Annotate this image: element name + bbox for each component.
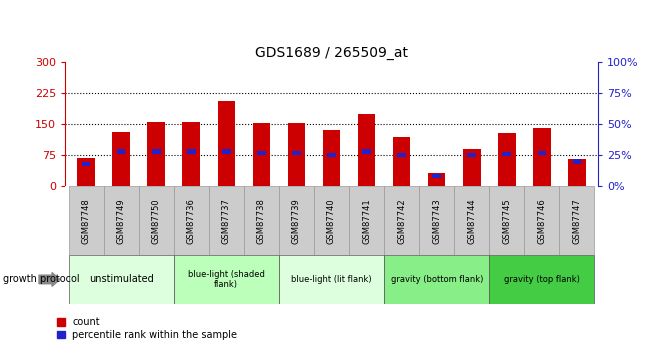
Bar — [533, 128, 551, 186]
Bar — [327, 153, 336, 157]
FancyBboxPatch shape — [244, 186, 279, 255]
Bar — [257, 151, 266, 155]
Bar — [432, 174, 441, 178]
Bar — [112, 132, 130, 186]
FancyBboxPatch shape — [489, 255, 595, 304]
Bar — [573, 159, 581, 164]
Text: unstimulated: unstimulated — [89, 275, 153, 284]
FancyBboxPatch shape — [68, 255, 174, 304]
Bar — [538, 151, 546, 155]
Text: gravity (bottom flank): gravity (bottom flank) — [391, 275, 483, 284]
FancyBboxPatch shape — [68, 186, 103, 255]
Bar — [148, 122, 165, 186]
Text: GSM87736: GSM87736 — [187, 198, 196, 244]
FancyBboxPatch shape — [560, 186, 595, 255]
Bar — [428, 173, 445, 186]
FancyBboxPatch shape — [103, 186, 138, 255]
Bar — [397, 153, 406, 157]
Bar — [362, 149, 371, 154]
Bar — [183, 122, 200, 186]
Text: GSM87746: GSM87746 — [538, 198, 547, 244]
Bar — [77, 158, 95, 186]
FancyBboxPatch shape — [419, 186, 454, 255]
Text: GSM87750: GSM87750 — [151, 198, 161, 244]
Text: blue-light (shaded
flank): blue-light (shaded flank) — [188, 270, 265, 289]
FancyBboxPatch shape — [138, 186, 174, 255]
Text: growth protocol: growth protocol — [3, 275, 80, 284]
Title: GDS1689 / 265509_at: GDS1689 / 265509_at — [255, 46, 408, 60]
FancyBboxPatch shape — [209, 186, 244, 255]
Text: GSM87738: GSM87738 — [257, 198, 266, 244]
Text: GSM87745: GSM87745 — [502, 198, 512, 244]
FancyBboxPatch shape — [454, 186, 489, 255]
Bar — [222, 149, 231, 154]
Bar — [292, 151, 301, 155]
Text: blue-light (lit flank): blue-light (lit flank) — [291, 275, 372, 284]
Bar — [117, 149, 125, 154]
FancyBboxPatch shape — [279, 255, 384, 304]
Bar — [502, 152, 511, 156]
FancyBboxPatch shape — [384, 255, 489, 304]
Bar — [463, 149, 480, 186]
FancyBboxPatch shape — [174, 186, 209, 255]
FancyBboxPatch shape — [384, 186, 419, 255]
FancyBboxPatch shape — [174, 255, 279, 304]
Text: GSM87749: GSM87749 — [116, 198, 125, 244]
Bar — [393, 137, 410, 186]
Bar — [358, 114, 375, 186]
Bar — [498, 133, 515, 186]
Text: GSM87739: GSM87739 — [292, 198, 301, 244]
FancyBboxPatch shape — [349, 186, 384, 255]
Text: GSM87748: GSM87748 — [81, 198, 90, 244]
Text: GSM87737: GSM87737 — [222, 198, 231, 244]
FancyBboxPatch shape — [525, 186, 560, 255]
Text: gravity (top flank): gravity (top flank) — [504, 275, 580, 284]
Bar — [323, 130, 340, 186]
Bar — [253, 123, 270, 186]
Text: GSM87747: GSM87747 — [573, 198, 582, 244]
Legend: count, percentile rank within the sample: count, percentile rank within the sample — [57, 317, 237, 340]
Bar — [467, 153, 476, 157]
Bar — [187, 149, 196, 154]
Bar — [218, 101, 235, 186]
Text: GSM87742: GSM87742 — [397, 198, 406, 244]
FancyBboxPatch shape — [279, 186, 314, 255]
Text: GSM87743: GSM87743 — [432, 198, 441, 244]
Text: GSM87744: GSM87744 — [467, 198, 476, 244]
Bar — [152, 149, 161, 154]
Bar — [288, 123, 305, 186]
Bar — [82, 162, 90, 166]
FancyBboxPatch shape — [489, 186, 525, 255]
Bar — [568, 159, 586, 186]
FancyBboxPatch shape — [314, 186, 349, 255]
Text: GSM87741: GSM87741 — [362, 198, 371, 244]
Text: GSM87740: GSM87740 — [327, 198, 336, 244]
